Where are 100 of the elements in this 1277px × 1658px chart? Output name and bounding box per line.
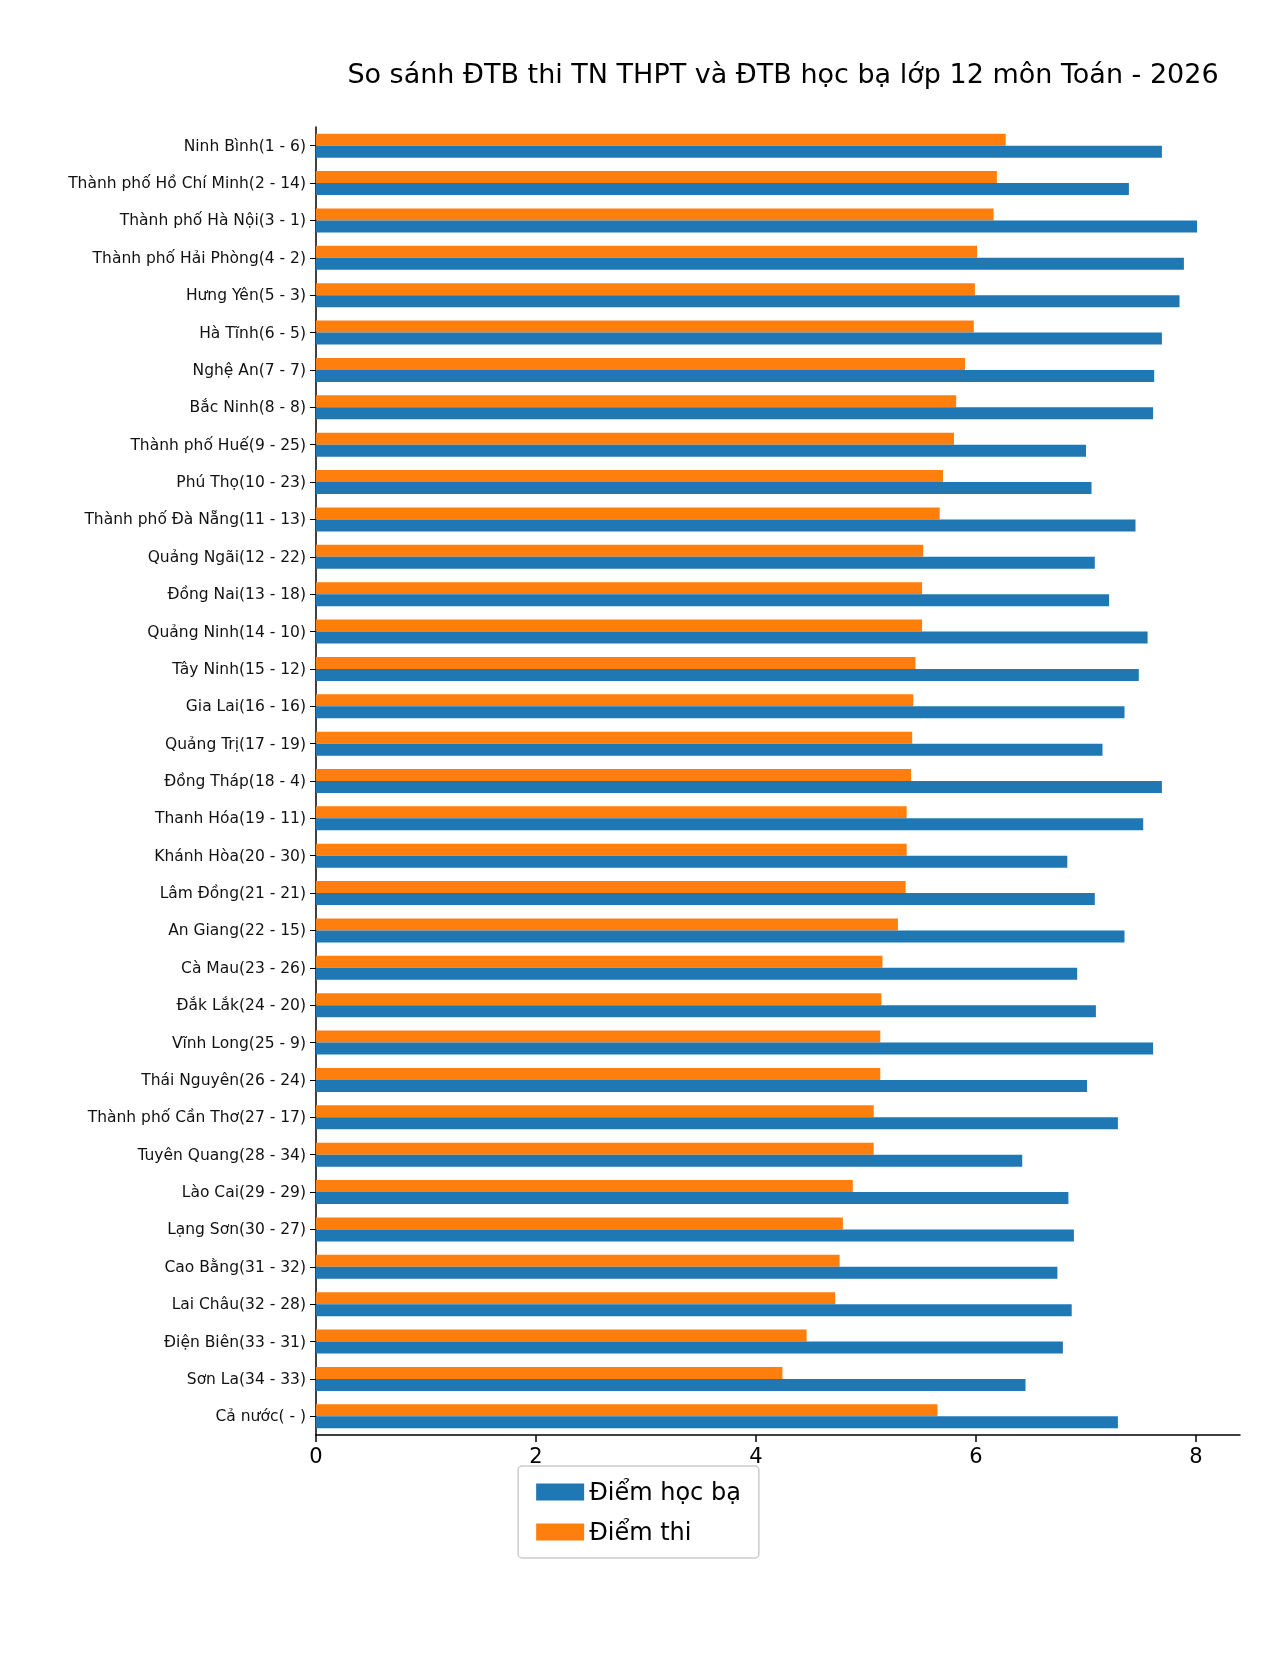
bar bbox=[316, 1329, 807, 1342]
bar bbox=[316, 843, 907, 856]
bar bbox=[316, 743, 1103, 756]
y-tick-label: Vĩnh Long(25 - 9) bbox=[171, 1033, 306, 1052]
bar bbox=[316, 444, 1086, 457]
bar bbox=[316, 220, 1198, 233]
bar bbox=[316, 582, 923, 595]
y-tick-label: Sơn La(34 - 33) bbox=[186, 1369, 306, 1388]
bar bbox=[316, 1067, 881, 1080]
bar bbox=[316, 769, 912, 781]
bar bbox=[316, 183, 1129, 196]
bar bbox=[316, 1117, 1118, 1130]
bar bbox=[316, 818, 1144, 831]
bar bbox=[316, 507, 940, 520]
bar bbox=[316, 881, 906, 894]
chart-title: So sánh ĐTB thi TN THPT và ĐTB học bạ lớp 12 môn Toán - 2026 bbox=[347, 58, 1219, 89]
y-tick-label: An Giang(22 - 15) bbox=[168, 921, 306, 940]
bar bbox=[316, 1416, 1118, 1429]
y-tick-label: Thành phố Hải Phòng(4 - 2) bbox=[91, 248, 306, 267]
bar bbox=[316, 369, 1155, 382]
bar bbox=[316, 668, 1139, 681]
x-tick-label: 6 bbox=[969, 1443, 983, 1468]
bar bbox=[316, 432, 954, 445]
bar bbox=[316, 283, 975, 296]
x-tick-label: 0 bbox=[309, 1443, 323, 1468]
bar bbox=[316, 470, 943, 483]
y-tick-label: Hà Tĩnh(6 - 5) bbox=[199, 323, 306, 342]
bar bbox=[316, 706, 1125, 719]
bar bbox=[316, 544, 924, 557]
y-tick-label: Lâm Đồng(21 - 21) bbox=[159, 884, 306, 903]
bar bbox=[316, 1366, 783, 1379]
bar bbox=[316, 1254, 840, 1267]
bar bbox=[316, 1266, 1058, 1279]
bar bbox=[316, 781, 1162, 793]
bar bbox=[316, 320, 974, 333]
legend-label: Điểm học bạ bbox=[589, 1478, 741, 1506]
y-tick-label: Thành phố Cần Thơ(27 - 17) bbox=[86, 1108, 306, 1127]
bar bbox=[316, 1042, 1154, 1055]
y-tick-label: Thành phố Hà Nội(3 - 1) bbox=[118, 211, 306, 230]
bar bbox=[316, 145, 1162, 158]
bar bbox=[316, 967, 1078, 980]
y-tick-label: Khánh Hòa(20 - 30) bbox=[154, 846, 306, 865]
x-tick-label: 8 bbox=[1189, 1443, 1203, 1468]
y-tick-label: Lai Châu(32 - 28) bbox=[171, 1295, 306, 1314]
bar bbox=[316, 245, 978, 258]
y-tick-label: Quảng Ninh(14 - 10) bbox=[147, 622, 306, 641]
bar bbox=[316, 930, 1125, 943]
bar bbox=[316, 357, 965, 370]
bar bbox=[316, 893, 1095, 906]
y-tick-label: Thành phố Hồ Chí Minh(2 - 14) bbox=[67, 174, 306, 193]
bar bbox=[316, 1341, 1063, 1354]
bar bbox=[316, 694, 914, 707]
y-tick-label: Cà Mau(23 - 26) bbox=[181, 958, 306, 977]
bar bbox=[316, 918, 898, 931]
y-tick-label: Lào Cai(29 - 29) bbox=[181, 1183, 306, 1202]
bar bbox=[316, 519, 1136, 532]
x-tick-label: 4 bbox=[749, 1443, 763, 1468]
bar bbox=[316, 133, 1006, 146]
bar bbox=[316, 1292, 836, 1305]
x-tick-label: 2 bbox=[529, 1443, 543, 1468]
bar bbox=[316, 208, 994, 221]
bar bbox=[316, 731, 913, 744]
y-tick-label: Đồng Tháp(18 - 4) bbox=[164, 772, 306, 790]
y-tick-label: Lạng Sơn(30 - 27) bbox=[167, 1220, 306, 1239]
bar bbox=[316, 407, 1154, 420]
y-tick-label: Cao Bằng(31 - 32) bbox=[164, 1257, 306, 1276]
bar bbox=[316, 556, 1095, 569]
bar bbox=[316, 295, 1180, 308]
bar bbox=[316, 619, 923, 632]
bar bbox=[316, 1105, 874, 1118]
bar bbox=[316, 171, 997, 184]
y-tick-label: Thái Nguyên(26 - 24) bbox=[140, 1070, 306, 1089]
bar bbox=[316, 1142, 874, 1155]
bar bbox=[316, 1229, 1074, 1242]
bar bbox=[316, 482, 1092, 495]
y-tick-label: Bắc Ninh(8 - 8) bbox=[189, 398, 306, 417]
bar bbox=[316, 1192, 1069, 1205]
y-tick-label: Đồng Nai(13 - 18) bbox=[167, 585, 306, 604]
y-tick-label: Thành phố Huế(9 - 25) bbox=[129, 435, 306, 454]
bar bbox=[316, 631, 1148, 644]
bar bbox=[316, 395, 957, 408]
bar bbox=[316, 594, 1110, 607]
y-tick-label: Quảng Trị(17 - 19) bbox=[165, 734, 306, 753]
bar bbox=[316, 1180, 853, 1193]
bar bbox=[316, 1304, 1072, 1317]
y-tick-label: Nghệ An(7 - 7) bbox=[192, 360, 306, 379]
y-tick-label: Điện Biên(33 - 31) bbox=[164, 1332, 306, 1351]
bar bbox=[316, 1079, 1088, 1092]
y-tick-label: Ninh Bình(1 - 6) bbox=[183, 136, 306, 155]
y-tick-label: Đắk Lắk(24 - 20) bbox=[176, 996, 306, 1015]
bar bbox=[316, 1404, 938, 1417]
bar bbox=[316, 656, 916, 669]
bar bbox=[316, 1005, 1096, 1018]
bar bbox=[316, 1154, 1023, 1167]
y-tick-label: Tây Ninh(15 - 12) bbox=[171, 659, 306, 678]
bar bbox=[316, 955, 883, 968]
y-tick-label: Phú Thọ(10 - 23) bbox=[176, 473, 306, 492]
bar bbox=[316, 1378, 1026, 1391]
bar bbox=[316, 257, 1184, 270]
y-tick-label: Gia Lai(16 - 16) bbox=[185, 697, 306, 716]
